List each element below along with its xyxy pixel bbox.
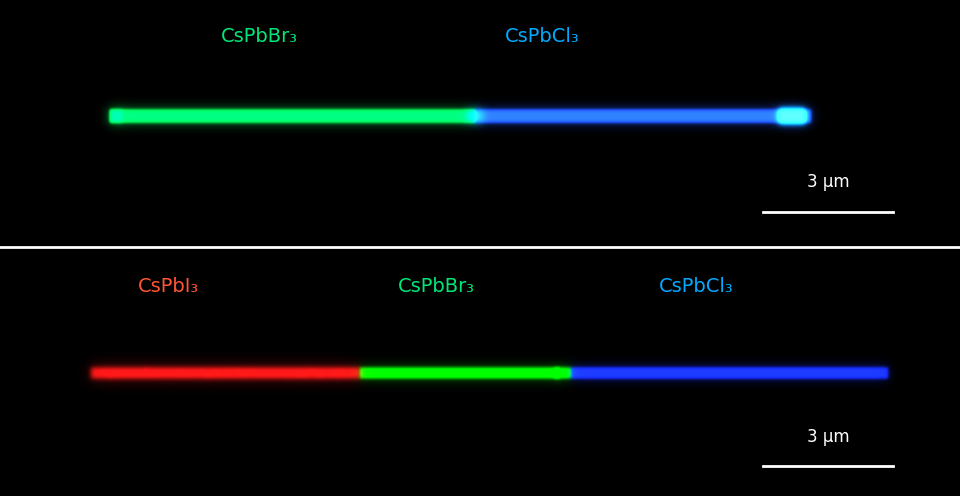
Text: CsPbCl₃: CsPbCl₃ <box>659 277 733 296</box>
Text: CsPbBr₃: CsPbBr₃ <box>398 277 475 296</box>
Text: CsPbCl₃: CsPbCl₃ <box>505 27 580 47</box>
Text: 3 μm: 3 μm <box>806 428 850 446</box>
Text: CsPbBr₃: CsPbBr₃ <box>221 27 298 47</box>
Text: CsPbI₃: CsPbI₃ <box>137 277 199 296</box>
Text: 3 μm: 3 μm <box>806 174 850 191</box>
